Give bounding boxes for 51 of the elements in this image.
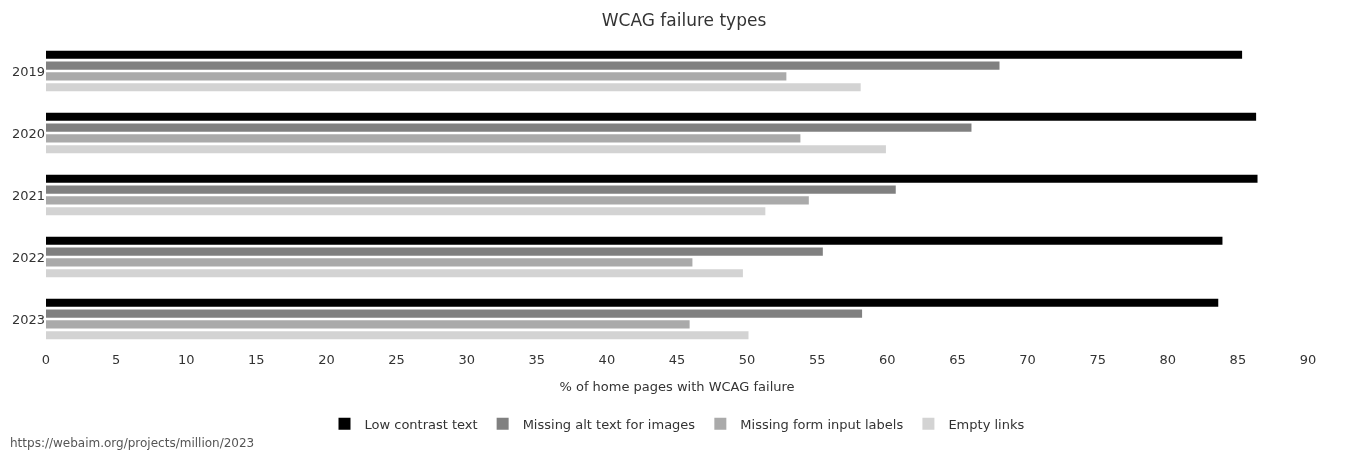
bar [46,309,863,318]
x-tick-label: 5 [111,352,121,367]
y-tick-label: 2021 [11,187,45,203]
bar [46,331,749,340]
bar [46,269,743,278]
x-tick-label: 85 [1229,352,1247,367]
bar [46,247,823,256]
x-tick-label: 15 [248,352,265,367]
x-tick-label: 80 [1159,352,1177,367]
x-tick-label: 65 [949,352,966,367]
y-tick-label: 2020 [11,125,45,141]
bar [46,134,801,143]
x-tick-label: 45 [668,352,686,367]
x-tick-label: 25 [388,352,405,367]
bar [46,185,896,194]
x-tick-label: 55 [808,352,826,367]
bar [46,207,766,216]
x-tick-label: 0 [41,352,51,367]
y-tick-label: 2022 [11,249,45,265]
legend-label: Missing alt text for images [522,416,696,432]
x-tick-label: 40 [598,352,616,367]
legend-label: Empty links [948,416,1025,432]
x-tick-label: 90 [1299,352,1317,367]
x-tick-label: 10 [177,352,195,367]
x-tick-label: 35 [528,352,546,367]
y-tick-label: 2023 [11,311,45,327]
bar [46,145,886,154]
y-tick-label: 2019 [11,63,45,79]
x-axis-title: % of home pages with WCAG failure [559,378,795,394]
bar [46,123,972,132]
x-tick-label: 75 [1089,352,1106,367]
bar [46,320,690,329]
legend-label: Low contrast text [364,416,478,432]
x-tick-label: 50 [738,352,756,367]
bar [46,236,1223,245]
bar [46,50,1243,59]
x-tick-label: 30 [458,352,475,367]
bar [46,83,861,92]
bar [46,298,1219,307]
chart-title: WCAG failure types [601,9,767,30]
bar [46,174,1258,183]
bar [46,61,1000,70]
text: https://webaim.org/projects/million/2023 [10,436,255,450]
x-tick-label: 60 [879,352,896,367]
bar [46,72,787,81]
legend-label: Missing form input labels [740,416,904,432]
x-tick-label: 20 [318,352,335,367]
bar [46,112,1257,121]
bar [46,196,809,205]
x-tick-label: 70 [1019,352,1036,367]
bar [46,258,693,267]
